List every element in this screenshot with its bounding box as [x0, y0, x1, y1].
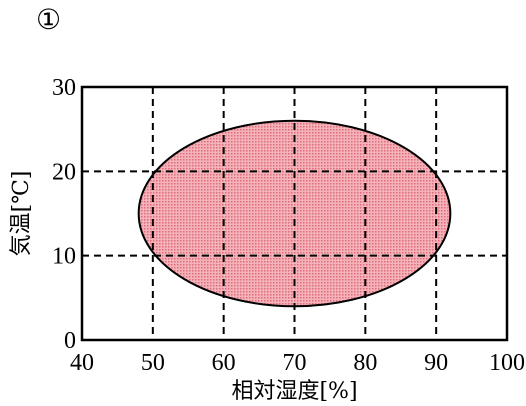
x-tick-label-90: 90 [424, 350, 448, 376]
y-tick-label-20: 20 [52, 159, 76, 185]
comfort-region-outline [137, 119, 452, 308]
y-tick-label-10: 10 [52, 244, 76, 270]
x-tick-label-80: 80 [353, 350, 377, 376]
chart-number-marker: ① [36, 3, 62, 36]
y-tick-label-30: 30 [52, 75, 76, 101]
x-tick-label-100: 100 [489, 350, 525, 376]
x-tick-label-50: 50 [141, 350, 165, 376]
plot-frame [80, 85, 509, 342]
y-axis-label: 気温[℃] [9, 171, 34, 257]
x-tick-label-60: 60 [212, 350, 236, 376]
y-tick-label-0: 0 [64, 328, 76, 354]
x-axis-label: 相対湿度[%] [231, 379, 357, 404]
x-tick-label-40: 40 [70, 350, 94, 376]
x-tick-label-70: 70 [283, 350, 307, 376]
